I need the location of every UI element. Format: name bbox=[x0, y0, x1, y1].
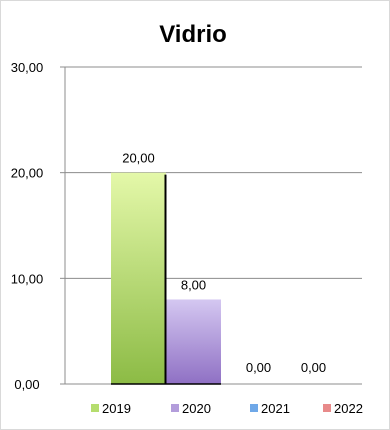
data-labels: 20,00 8,00 0,00 0,00 bbox=[122, 151, 326, 375]
legend-swatch-2022 bbox=[323, 404, 331, 412]
data-label-2019: 20,00 bbox=[122, 151, 155, 166]
y-tick-label: 10,00 bbox=[11, 271, 44, 286]
y-tick-label: 30,00 bbox=[11, 60, 44, 75]
legend-label-2020: 2020 bbox=[182, 401, 211, 416]
legend-swatch-2020 bbox=[171, 404, 179, 412]
data-label-2021: 0,00 bbox=[246, 360, 271, 375]
y-tick-label: 20,00 bbox=[11, 166, 44, 181]
legend-swatch-2021 bbox=[250, 404, 258, 412]
data-label-2022: 0,00 bbox=[301, 360, 326, 375]
data-label-2020: 8,00 bbox=[181, 277, 206, 292]
legend-label-2022: 2022 bbox=[334, 401, 363, 416]
bar-2020 bbox=[166, 299, 221, 384]
y-axis: 0,00 10,00 20,00 30,00 bbox=[11, 60, 66, 392]
y-tick-label: 0,00 bbox=[14, 377, 39, 392]
legend-swatch-2019 bbox=[91, 404, 99, 412]
legend-label-2021: 2021 bbox=[261, 401, 290, 416]
chart-title: Vidrio bbox=[159, 21, 227, 48]
legend: 2019 2020 2021 2022 bbox=[91, 401, 363, 416]
legend-label-2019: 2019 bbox=[102, 401, 131, 416]
bar-2019 bbox=[111, 172, 166, 384]
bars bbox=[111, 172, 221, 385]
